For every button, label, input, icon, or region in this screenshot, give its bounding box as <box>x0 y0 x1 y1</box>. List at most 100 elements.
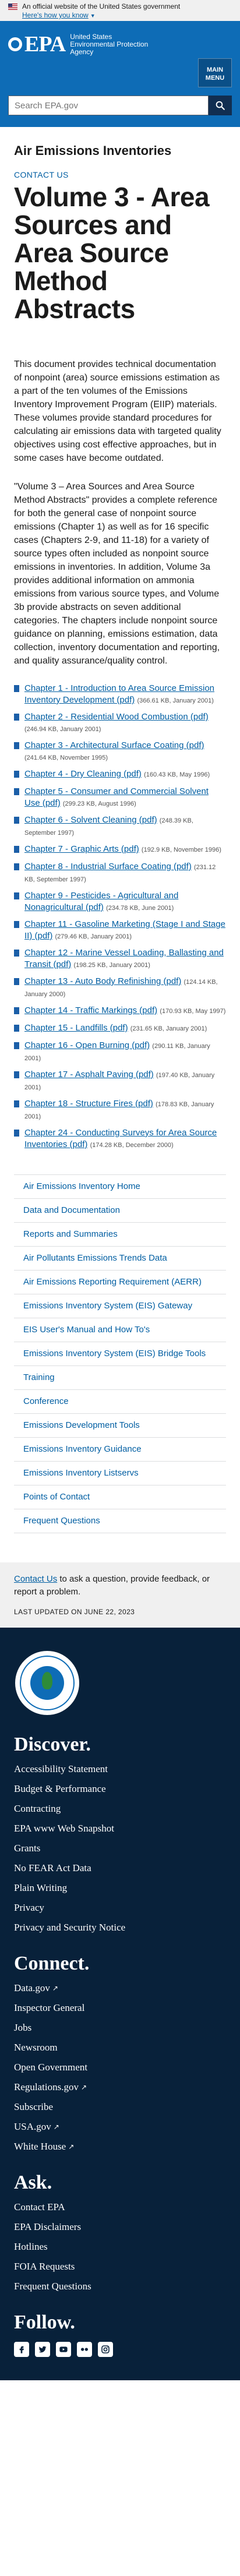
chapter-entry: Chapter 9 - Pesticides - Agricultural an… <box>24 890 226 914</box>
chapter-entry: Chapter 13 - Auto Body Refinishing (pdf)… <box>24 976 226 1000</box>
chapter-link[interactable]: Chapter 9 - Pesticides - Agricultural an… <box>24 891 179 912</box>
chapter-link[interactable]: Chapter 11 - Gasoline Marketing (Stage I… <box>24 919 225 941</box>
footer-link[interactable]: Data.gov <box>14 1982 50 1993</box>
footer-link[interactable]: Grants <box>14 1843 41 1854</box>
chapter-link[interactable]: Chapter 17 - Asphalt Paving (pdf) <box>24 1070 154 1079</box>
chapter-item: Chapter 11 - Gasoline Marketing (Stage I… <box>14 919 226 943</box>
side-nav-link[interactable]: Air Pollutants Emissions Trends Data <box>14 1247 226 1271</box>
twitter-link[interactable] <box>35 2342 50 2357</box>
heres-how-you-know-link[interactable]: Here's how you know ▼ <box>22 11 232 20</box>
footer-link[interactable]: Inspector General <box>14 2002 85 2013</box>
chapter-link[interactable]: Chapter 6 - Solvent Cleaning (pdf) <box>24 815 157 825</box>
footer-link[interactable]: Contact EPA <box>14 2201 65 2212</box>
chapter-link[interactable]: Chapter 15 - Landfills (pdf) <box>24 1023 128 1033</box>
side-nav-link[interactable]: Data and Documentation <box>14 1199 226 1223</box>
footer-link[interactable]: USA.gov <box>14 2121 51 2132</box>
side-nav-link[interactable]: Emissions Development Tools <box>14 1414 226 1438</box>
footer-link[interactable]: Hotlines <box>14 2241 48 2252</box>
footer-link[interactable]: Contracting <box>14 1803 61 1814</box>
side-nav-link[interactable]: Emissions Inventory Guidance <box>14 1438 226 1462</box>
chapter-file-info: (246.94 KB, January 2001) <box>24 726 101 733</box>
pdf-icon <box>14 1127 24 1151</box>
footer-list-item: Budget & Performance <box>14 1779 226 1799</box>
youtube-link[interactable] <box>56 2342 71 2357</box>
chapter-link[interactable]: Chapter 7 - Graphic Arts (pdf) <box>24 844 139 854</box>
chapter-link[interactable]: Chapter 2 - Residential Wood Combustion … <box>24 712 209 722</box>
search-button[interactable] <box>209 96 232 115</box>
chevron-down-icon: ▼ <box>90 13 96 19</box>
main-menu-button[interactable]: MAIN MENU <box>198 58 232 87</box>
chapter-file-info: (174.28 KB, December 2000) <box>90 1142 174 1149</box>
footer-list-item: USA.gov ↗ <box>14 2117 226 2137</box>
epa-seal-icon <box>15 1651 79 1715</box>
footer-link[interactable]: Privacy <box>14 1902 44 1913</box>
external-link-icon: ↗ <box>52 1984 58 1992</box>
pdf-icon <box>14 1098 24 1123</box>
facebook-link[interactable] <box>14 2342 29 2357</box>
chapter-entry: Chapter 6 - Solvent Cleaning (pdf) (248.… <box>24 814 226 839</box>
footer-list-item: White House ↗ <box>14 2137 226 2157</box>
chapter-link[interactable]: Chapter 5 - Consumer and Commercial Solv… <box>24 786 209 808</box>
chapter-entry: Chapter 8 - Industrial Surface Coating (… <box>24 861 226 885</box>
footer-link[interactable]: Regulations.gov <box>14 2081 79 2092</box>
search-input[interactable] <box>8 96 209 115</box>
chapter-link[interactable]: Chapter 8 - Industrial Surface Coating (… <box>24 862 192 871</box>
chapter-link[interactable]: Chapter 12 - Marine Vessel Loading, Ball… <box>24 948 224 969</box>
chapter-entry: Chapter 5 - Consumer and Commercial Solv… <box>24 786 226 810</box>
side-nav-link[interactable]: Training <box>14 1366 226 1390</box>
chapter-entry: Chapter 12 - Marine Vessel Loading, Ball… <box>24 947 226 971</box>
main-content: Air Emissions Inventories CONTACT US Vol… <box>0 127 240 1628</box>
footer-link[interactable]: Accessibility Statement <box>14 1763 108 1774</box>
footer-link[interactable]: Newsroom <box>14 2042 58 2053</box>
instagram-icon <box>101 2345 110 2354</box>
chapter-link[interactable]: Chapter 16 - Open Burning (pdf) <box>24 1040 150 1050</box>
footer-list-item: Privacy and Security Notice <box>14 1918 226 1938</box>
flickr-icon <box>80 2345 89 2354</box>
chapter-item: Chapter 7 - Graphic Arts (pdf) (192.9 KB… <box>14 844 226 856</box>
side-nav-link[interactable]: Frequent Questions <box>14 1509 226 1533</box>
contact-us-footer-link[interactable]: Contact Us <box>14 1574 58 1584</box>
pdf-icon <box>14 890 24 914</box>
side-nav-link[interactable]: Reports and Summaries <box>14 1223 226 1247</box>
instagram-link[interactable] <box>98 2342 113 2357</box>
footer-link[interactable]: Plain Writing <box>14 1882 68 1893</box>
chapter-link[interactable]: Chapter 24 - Conducting Surveys for Area… <box>24 1128 217 1149</box>
side-nav-link[interactable]: Emissions Inventory System (EIS) Gateway <box>14 1294 226 1318</box>
footer-link[interactable]: No FEAR Act Data <box>14 1862 91 1873</box>
footer-link[interactable]: EPA www Web Snapshot <box>14 1823 114 1834</box>
footer-link[interactable]: Subscribe <box>14 2101 54 2112</box>
footer-link[interactable]: FOIA Requests <box>14 2261 75 2272</box>
footer-link[interactable]: EPA Disclaimers <box>14 2221 82 2232</box>
epa-acronym: EPA <box>24 32 66 57</box>
side-nav-link[interactable]: Points of Contact <box>14 1485 226 1509</box>
flickr-link[interactable] <box>77 2342 92 2357</box>
side-nav-link[interactable]: Conference <box>14 1390 226 1414</box>
chapter-link[interactable]: Chapter 13 - Auto Body Refinishing (pdf) <box>24 976 182 986</box>
side-nav-link[interactable]: Air Emissions Inventory Home <box>14 1175 226 1199</box>
epa-logo[interactable]: EPA United States Environmental Protecti… <box>8 21 232 68</box>
footer-link[interactable]: Budget & Performance <box>14 1783 106 1794</box>
chapter-entry: Chapter 18 - Structure Fires (pdf) (178.… <box>24 1098 226 1123</box>
chapter-link[interactable]: Chapter 18 - Structure Fires (pdf) <box>24 1099 153 1109</box>
side-nav-link[interactable]: EIS User's Manual and How To's <box>14 1318 226 1342</box>
footer-link[interactable]: Privacy and Security Notice <box>14 1922 126 1933</box>
footer-link[interactable]: White House <box>14 2141 66 2152</box>
side-nav-link[interactable]: Emissions Inventory Listservs <box>14 1462 226 1485</box>
footer-link[interactable]: Frequent Questions <box>14 2281 91 2292</box>
chapter-link[interactable]: Chapter 1 - Introduction to Area Source … <box>24 683 215 705</box>
footer-link[interactable]: Jobs <box>14 2022 32 2033</box>
pdf-icon <box>14 786 24 810</box>
chapter-entry: Chapter 3 - Architectural Surface Coatin… <box>24 740 226 764</box>
contact-us-link[interactable]: CONTACT US <box>14 170 69 179</box>
chapter-file-info: (231.12 KB, September 1997) <box>24 864 216 883</box>
chapter-link[interactable]: Chapter 4 - Dry Cleaning (pdf) <box>24 769 142 779</box>
footer-list-item: Grants <box>14 1839 226 1858</box>
chapter-file-info: (124.14 KB, January 2000) <box>24 979 218 998</box>
footer-link[interactable]: Open Government <box>14 2062 88 2073</box>
contact-band-text: Contact Us to ask a question, provide fe… <box>14 1573 226 1598</box>
chapter-link[interactable]: Chapter 3 - Architectural Surface Coatin… <box>24 740 204 750</box>
side-nav-link[interactable]: Emissions Inventory System (EIS) Bridge … <box>14 1342 226 1366</box>
chapter-link[interactable]: Chapter 14 - Traffic Markings (pdf) <box>24 1005 158 1015</box>
chapter-file-info: (248.39 KB, September 1997) <box>24 817 193 837</box>
side-nav-link[interactable]: Air Emissions Reporting Requirement (AER… <box>14 1271 226 1294</box>
